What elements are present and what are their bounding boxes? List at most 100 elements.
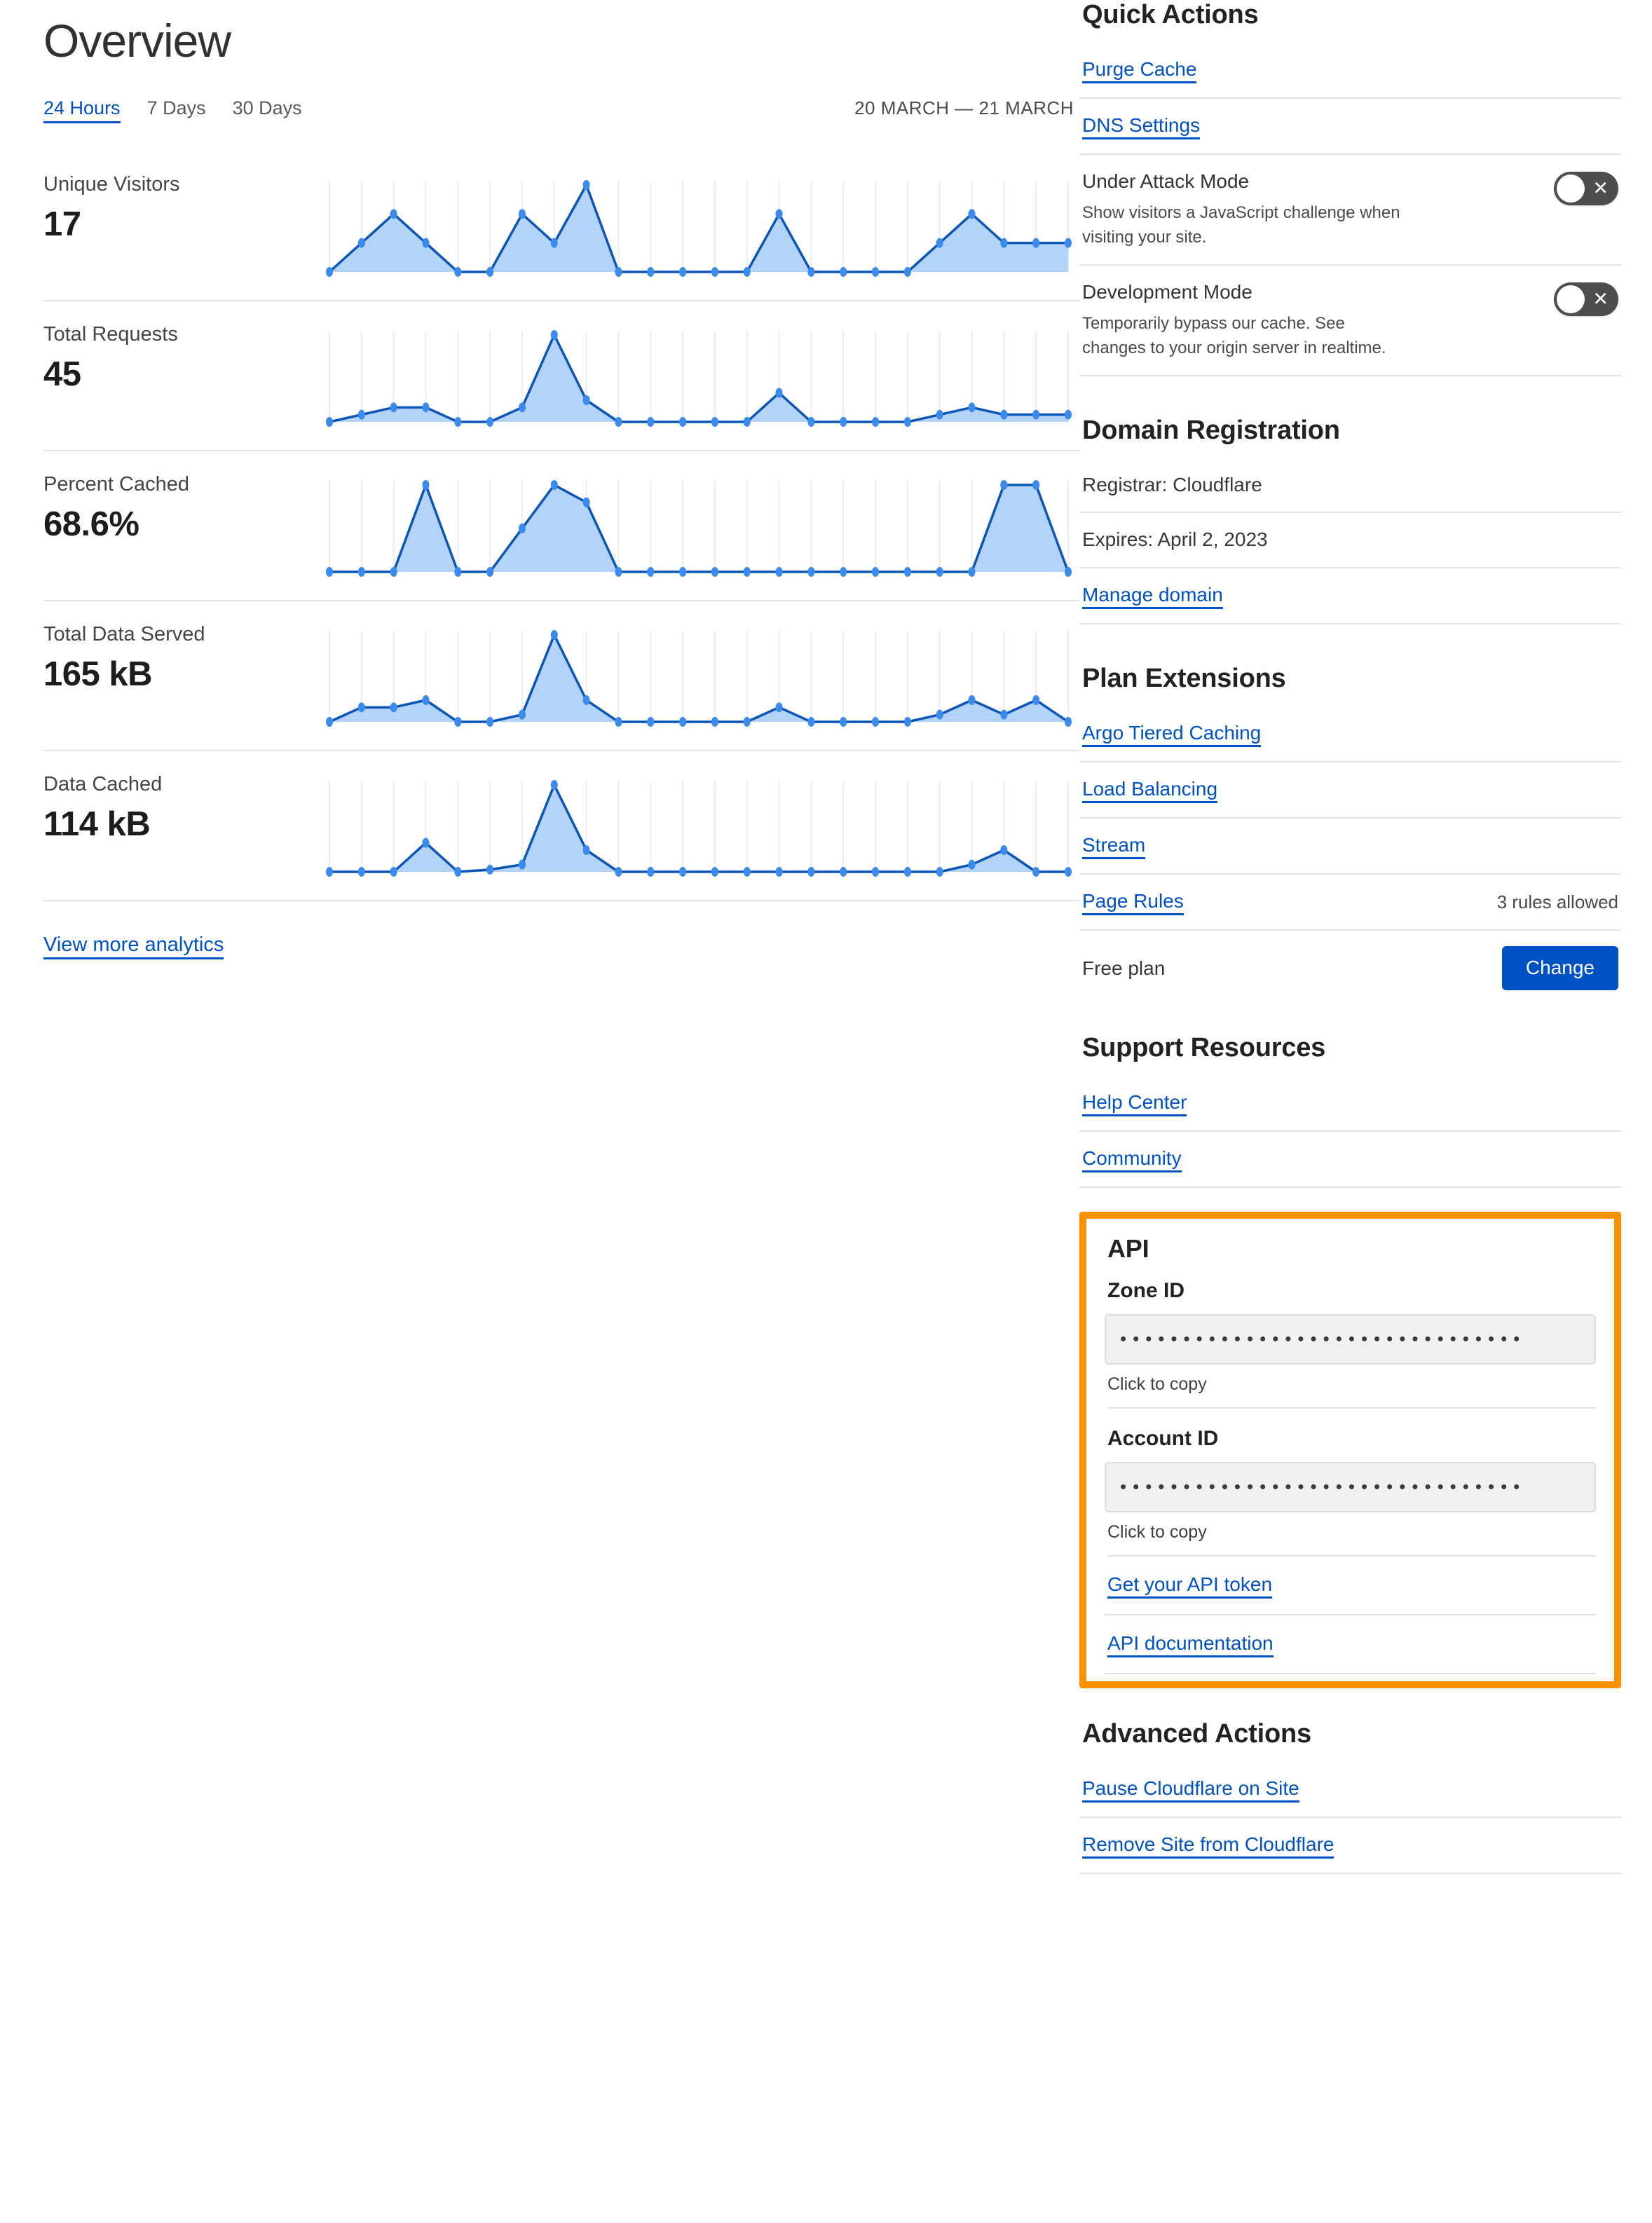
expires-row: Expires: April 2, 2023 bbox=[1079, 513, 1621, 568]
domain-registration-panel: Domain Registration Registrar: Cloudflar… bbox=[1079, 416, 1621, 624]
sparkline-wrap bbox=[324, 320, 1079, 432]
argo-tiered-caching-link[interactable]: Argo Tiered Caching bbox=[1082, 720, 1262, 747]
sidebar-column: Quick Actions Purge Cache DNS Settings U… bbox=[1079, 0, 1652, 1934]
sparkline-wrap bbox=[324, 769, 1079, 882]
metric-label-block: Total Data Served 165 kB bbox=[43, 620, 324, 695]
development-mode-control: ✕ bbox=[1554, 280, 1618, 316]
tab-24-hours[interactable]: 24 Hours bbox=[43, 97, 121, 123]
development-mode-desc: Temporarily bypass our cache. See change… bbox=[1082, 314, 1386, 358]
development-mode-row: Development Mode Temporarily bypass our … bbox=[1079, 266, 1621, 376]
dns-settings-row[interactable]: DNS Settings bbox=[1079, 99, 1621, 155]
sparkline-wrap bbox=[324, 170, 1079, 282]
community-link[interactable]: Community bbox=[1082, 1146, 1182, 1172]
page-title: Overview bbox=[43, 15, 231, 67]
domain-registration-title: Domain Registration bbox=[1082, 415, 1340, 445]
api-panel-highlighted: API Zone ID ••••••••••••••••••••••••••••… bbox=[1079, 1211, 1621, 1688]
remove-site-link[interactable]: Remove Site from Cloudflare bbox=[1082, 1832, 1334, 1859]
metric-label: Percent Cached bbox=[43, 472, 189, 495]
api-documentation-link[interactable]: API documentation bbox=[1107, 1631, 1274, 1657]
plan-extension-row[interactable]: Argo Tiered Caching bbox=[1079, 706, 1621, 762]
close-icon: ✕ bbox=[1592, 177, 1609, 199]
purge-cache-row[interactable]: Purge Cache bbox=[1079, 43, 1621, 99]
metric-row: Total Requests 45 bbox=[43, 301, 1079, 451]
plan-extension-row[interactable]: Load Balancing bbox=[1079, 762, 1621, 819]
registrar-row: Registrar: Cloudflare bbox=[1079, 458, 1621, 514]
toggle-knob bbox=[1557, 175, 1585, 203]
metric-value: 114 kB bbox=[43, 805, 151, 844]
account-id-copy-hint: Click to copy bbox=[1107, 1522, 1596, 1557]
under-attack-mode-title: Under Attack Mode bbox=[1082, 170, 1250, 192]
stream-link[interactable]: Stream bbox=[1082, 833, 1146, 859]
plan-extension-label-wrap: Argo Tiered Caching bbox=[1082, 720, 1618, 747]
help-center-link[interactable]: Help Center bbox=[1082, 1090, 1187, 1116]
pause-cloudflare-link[interactable]: Pause Cloudflare on Site bbox=[1082, 1776, 1299, 1803]
dns-settings-link[interactable]: DNS Settings bbox=[1082, 113, 1201, 139]
api-token-row[interactable]: Get your API token bbox=[1105, 1557, 1596, 1615]
development-mode-toggle[interactable]: ✕ bbox=[1554, 282, 1618, 316]
account-id-field[interactable]: •••••••••••••••••••••••••••••••• bbox=[1105, 1461, 1596, 1512]
page-rules-allowance: 3 rules allowed bbox=[1496, 891, 1618, 912]
zone-id-copy-hint: Click to copy bbox=[1107, 1374, 1596, 1409]
tab-30-days[interactable]: 30 Days bbox=[232, 97, 302, 118]
zone-id-field[interactable]: •••••••••••••••••••••••••••••••• bbox=[1105, 1313, 1596, 1364]
under-attack-mode-desc: Show visitors a JavaScript challenge whe… bbox=[1082, 203, 1400, 247]
sparkline-chart-data-cached bbox=[326, 779, 1072, 877]
under-attack-mode-text: Under Attack Mode Show visitors a JavaSc… bbox=[1082, 169, 1554, 250]
plan-extensions-title: Plan Extensions bbox=[1082, 663, 1286, 693]
support-resources-title: Support Resources bbox=[1082, 1032, 1326, 1062]
toggle-knob bbox=[1557, 285, 1585, 313]
under-attack-mode-control: ✕ bbox=[1554, 169, 1618, 205]
development-mode-title: Development Mode bbox=[1082, 280, 1252, 303]
quick-actions-title: Quick Actions bbox=[1082, 0, 1259, 29]
metric-row: Percent Cached 68.6% bbox=[43, 451, 1079, 601]
sparkline-wrap bbox=[324, 620, 1079, 732]
metric-value: 68.6% bbox=[43, 505, 139, 544]
plan-extension-label-wrap: Page Rules bbox=[1082, 889, 1497, 915]
metric-label-block: Percent Cached 68.6% bbox=[43, 470, 324, 545]
under-attack-mode-toggle[interactable]: ✕ bbox=[1554, 172, 1618, 205]
account-id-label: Account ID bbox=[1107, 1426, 1219, 1450]
purge-cache-link[interactable]: Purge Cache bbox=[1082, 57, 1197, 83]
metric-value: 45 bbox=[43, 355, 81, 394]
plan-extension-label-wrap: Load Balancing bbox=[1082, 777, 1618, 803]
view-more-analytics-link[interactable]: View more analytics bbox=[43, 932, 224, 959]
plan-extension-row[interactable]: Page Rules 3 rules allowed bbox=[1079, 875, 1621, 931]
close-icon: ✕ bbox=[1592, 288, 1609, 310]
metrics-list: Unique Visitors 17 Total Requests 45 bbox=[43, 151, 1079, 901]
tab-7-days[interactable]: 7 Days bbox=[146, 97, 206, 118]
metric-row: Data Cached 114 kB bbox=[43, 751, 1079, 901]
sparkline-wrap bbox=[324, 470, 1079, 582]
time-range-tabs: 24 Hours 7 Days 30 Days bbox=[43, 97, 302, 123]
manage-domain-link[interactable]: Manage domain bbox=[1082, 582, 1223, 609]
quick-actions-panel: Quick Actions Purge Cache DNS Settings U… bbox=[1079, 0, 1621, 376]
advanced-action-row[interactable]: Remove Site from Cloudflare bbox=[1079, 1818, 1621, 1874]
get-api-token-link[interactable]: Get your API token bbox=[1107, 1572, 1273, 1599]
metric-label-block: Data Cached 114 kB bbox=[43, 769, 324, 844]
sparkline-chart-total-requests bbox=[326, 329, 1072, 427]
metric-label: Data Cached bbox=[43, 772, 163, 795]
advanced-actions-panel: Advanced Actions Pause Cloudflare on Sit… bbox=[1079, 1719, 1621, 1874]
plan-extension-row[interactable]: Stream bbox=[1079, 819, 1621, 875]
load-balancing-link[interactable]: Load Balancing bbox=[1082, 777, 1218, 803]
api-docs-row[interactable]: API documentation bbox=[1105, 1615, 1596, 1674]
api-title: API bbox=[1107, 1233, 1149, 1263]
sparkline-chart-unique-visitors bbox=[326, 179, 1072, 277]
bottom-spacer bbox=[1079, 1892, 1621, 1934]
plan-extension-label-wrap: Stream bbox=[1082, 833, 1618, 859]
support-resource-row[interactable]: Community bbox=[1079, 1132, 1621, 1188]
date-range-label: 20 MARCH — 21 MARCH bbox=[854, 97, 1074, 118]
metric-row: Total Data Served 165 kB bbox=[43, 601, 1079, 751]
advanced-action-row[interactable]: Pause Cloudflare on Site bbox=[1079, 1762, 1621, 1818]
sparkline-chart-total-data-served bbox=[326, 629, 1072, 727]
expires-value: Expires: April 2, 2023 bbox=[1082, 528, 1268, 551]
range-bar: 24 Hours 7 Days 30 Days 20 MARCH — 21 MA… bbox=[43, 97, 1079, 123]
page-rules-link[interactable]: Page Rules bbox=[1082, 889, 1184, 915]
support-resource-row[interactable]: Help Center bbox=[1079, 1076, 1621, 1132]
under-attack-mode-row: Under Attack Mode Show visitors a JavaSc… bbox=[1079, 155, 1621, 266]
manage-domain-row[interactable]: Manage domain bbox=[1079, 568, 1621, 624]
registrar-value: Registrar: Cloudflare bbox=[1082, 473, 1262, 495]
plan-name: Free plan bbox=[1082, 957, 1166, 979]
change-plan-button[interactable]: Change bbox=[1501, 946, 1618, 991]
plan-summary-row: Free plan Change bbox=[1079, 931, 1621, 1001]
